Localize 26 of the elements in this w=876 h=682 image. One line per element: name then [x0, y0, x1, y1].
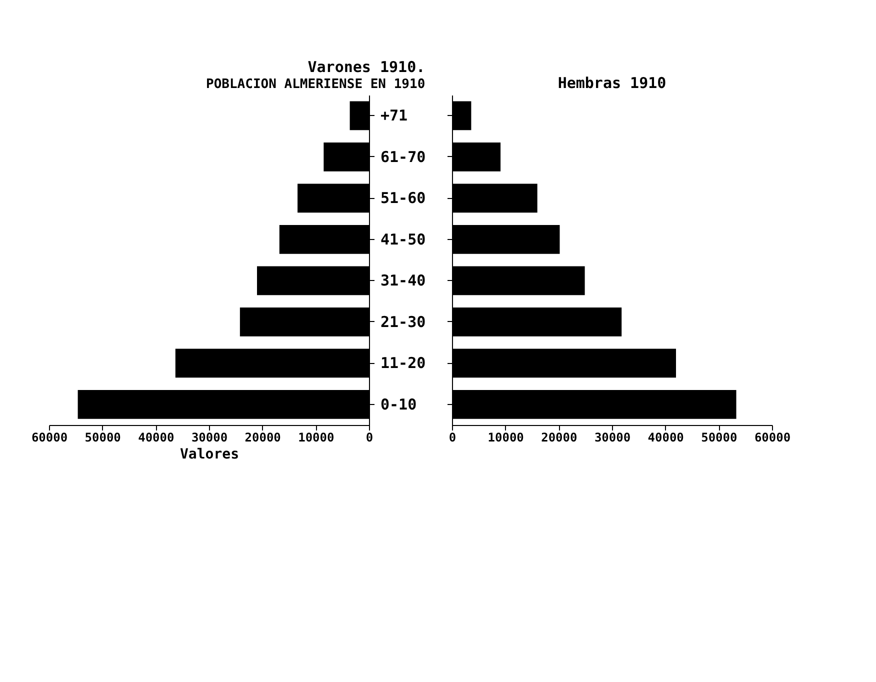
x-tick-label: 40000 [648, 430, 684, 444]
y-tick-label: 51-60 [380, 189, 426, 208]
x-tick-label: 60000 [31, 430, 68, 444]
x-tick-label: 50000 [84, 430, 121, 444]
y-tick-label: 0-10 [380, 395, 417, 414]
x-tick-label: 40000 [138, 430, 174, 444]
y-tick-label: 11-20 [380, 354, 426, 372]
x-tick-label: 60000 [754, 430, 791, 444]
chart-title: Varones 1910. [308, 58, 426, 76]
x-tick-label: 0 [366, 430, 374, 444]
x-tick-label: 10000 [488, 430, 524, 444]
chart-subtitle: POBLACION ALMERIENSE EN 1910 [206, 77, 426, 92]
x-tick-label: 10000 [298, 430, 334, 444]
x-tick-label: 20000 [244, 430, 281, 444]
x-tick-label: 50000 [701, 430, 738, 444]
x-tick-label: 0 [448, 430, 456, 444]
chart-title: Hembras 1910 [558, 74, 666, 92]
y-tick-label: 21-30 [380, 312, 426, 331]
x-tick-label: 20000 [541, 430, 578, 444]
x-axis-title: Valores [180, 446, 240, 462]
y-tick-label: 41-50 [380, 230, 426, 248]
y-tick-label: +71 [380, 106, 408, 125]
x-tick-label: 30000 [594, 430, 631, 444]
y-tick-label: 31-40 [380, 272, 426, 290]
y-tick-label: 61-70 [380, 148, 426, 166]
x-tick-label: 30000 [191, 430, 228, 444]
